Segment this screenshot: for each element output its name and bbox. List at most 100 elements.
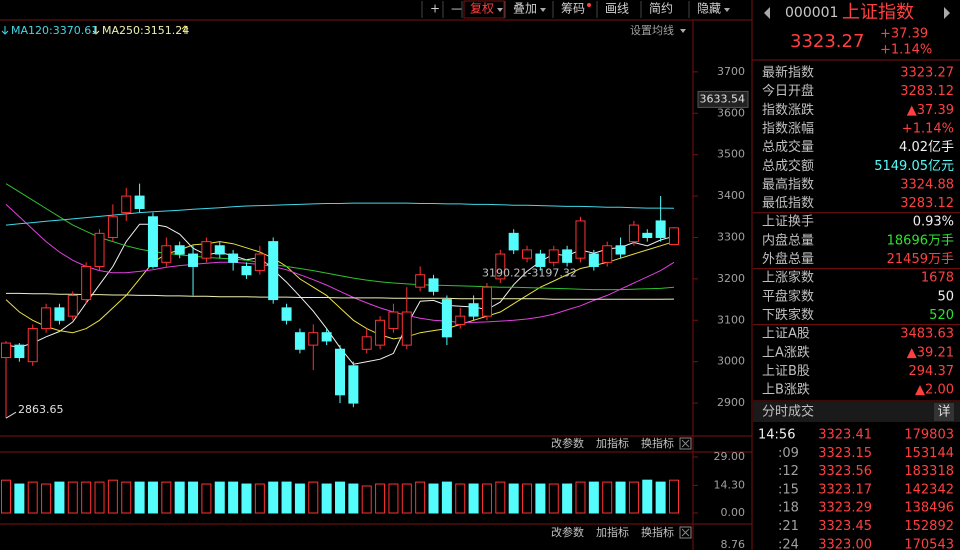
trade-volume: 183318	[904, 464, 954, 479]
trade-volume: 179803	[904, 428, 954, 443]
candle-body	[535, 253, 546, 267]
toolbar-button[interactable]: 隐藏	[697, 2, 721, 16]
next-arrow[interactable]	[944, 7, 950, 19]
ma-setting[interactable]: 设置均线	[630, 23, 674, 37]
indicator-button[interactable]: 改参数	[551, 525, 584, 539]
candle-body	[642, 232, 653, 238]
toolbar-button[interactable]: +	[430, 2, 440, 16]
trade-volume: 153144	[904, 446, 954, 461]
candle-body	[134, 195, 145, 210]
volume-bar	[294, 483, 305, 514]
quote-label: 指数涨幅	[762, 121, 814, 136]
volume-bar	[588, 481, 599, 514]
trade-price: 3323.15	[818, 446, 872, 461]
y-tick-label: 3600	[717, 106, 745, 119]
candle-body	[228, 253, 239, 263]
volume-bar	[241, 483, 252, 514]
toolbar-button[interactable]: 画线	[605, 2, 629, 16]
candle-body	[602, 245, 613, 263]
volume-bar	[495, 481, 506, 514]
trade-time: :15	[778, 482, 799, 497]
y-tick-label: 14.30	[714, 478, 746, 491]
indicator-button[interactable]: 加指标	[596, 436, 629, 450]
y-tick-label: 2900	[717, 396, 745, 409]
quote-value: 3323.27	[900, 66, 954, 81]
toolbar-button[interactable]: 筹码	[561, 2, 585, 16]
candle-body	[214, 245, 225, 255]
candle-body	[455, 315, 466, 325]
quote-label: 上证A股	[762, 327, 810, 342]
toolbar-button[interactable]: 复权	[470, 2, 494, 16]
candle-body	[67, 294, 78, 317]
detail-button[interactable]	[934, 403, 954, 421]
stock-name: 上证指数	[842, 2, 914, 23]
trade-time: :09	[778, 446, 799, 461]
price-chart: 2900 3000 3100 3200 3300 3400 3500 3600 3700 3633…	[1, 23, 749, 539]
prev-arrow[interactable]	[764, 7, 770, 19]
quote-value: ▲39.21	[907, 345, 954, 360]
trades-title: 分时成交	[762, 404, 814, 420]
indicator-button[interactable]: 换指标	[641, 525, 674, 539]
legend-arrow	[1, 26, 9, 35]
candle-body	[268, 241, 279, 301]
trade-volume: 152892	[904, 519, 954, 534]
indicator-button[interactable]: 加指标	[596, 525, 629, 539]
volume-bar	[602, 481, 613, 514]
candle-body	[468, 303, 479, 317]
quote-label: 最新指数	[762, 65, 814, 81]
annotation-pointer	[5, 411, 17, 419]
indicator-button[interactable]: 换指标	[641, 436, 674, 450]
quote-label: 外盘总量	[762, 251, 814, 267]
volume-bar	[388, 483, 399, 514]
close-box[interactable]	[679, 526, 692, 539]
y-tick-label: 3100	[717, 313, 745, 326]
volume-bar	[428, 483, 439, 514]
candle-body	[294, 332, 305, 350]
quote-value: 21459万手	[887, 252, 954, 267]
volume-bar	[361, 485, 372, 514]
quote-value: 1678	[921, 271, 954, 286]
detail-label[interactable]: 详	[937, 405, 950, 420]
quote-value: 5149.05亿元	[874, 159, 954, 174]
annotation: 3190.21-3197.32	[482, 266, 577, 279]
volume-bar	[134, 481, 145, 514]
candle-body	[308, 332, 319, 346]
candle-body	[348, 365, 359, 404]
ma-line	[6, 292, 675, 300]
close-icon[interactable]	[681, 439, 690, 448]
quote-label: 总成交量	[762, 139, 814, 155]
toolbar-button[interactable]: 叠加	[513, 2, 537, 16]
candle-body	[548, 249, 559, 263]
candle-body	[388, 311, 399, 330]
trade-time: :18	[778, 501, 799, 516]
y-tick-label: 3200	[717, 272, 745, 285]
volume-bar	[54, 481, 65, 514]
close-icon[interactable]	[681, 528, 690, 537]
toolbar-button[interactable]: —	[451, 2, 463, 16]
lower-axis-label: 8.76	[721, 538, 746, 550]
volume-bar	[548, 483, 559, 514]
toolbar-button[interactable]: 简约	[649, 1, 673, 16]
volume-bar	[348, 483, 359, 514]
trade-price: 3323.17	[818, 482, 872, 497]
volume-bar	[214, 481, 225, 514]
trade-price: 3323.45	[818, 519, 872, 534]
volume-bar	[27, 481, 38, 514]
candle-body	[81, 265, 92, 301]
trade-volume: 142342	[904, 482, 954, 497]
candle-body	[27, 328, 38, 363]
indicator-button[interactable]: 改参数	[551, 436, 584, 450]
candle-body	[335, 348, 345, 396]
candle-body	[14, 344, 25, 359]
volume-bar	[669, 479, 679, 514]
y-tick-label: 3300	[717, 230, 745, 243]
y-tick-label: 3700	[717, 65, 745, 78]
quote-value: ▲2.00	[915, 383, 954, 398]
volume-bar	[107, 479, 118, 514]
quote-value: 3283.12	[900, 84, 954, 99]
candle-body	[375, 319, 386, 346]
volume-bar	[401, 483, 412, 514]
candle-body	[669, 227, 679, 245]
close-box[interactable]	[679, 437, 692, 450]
